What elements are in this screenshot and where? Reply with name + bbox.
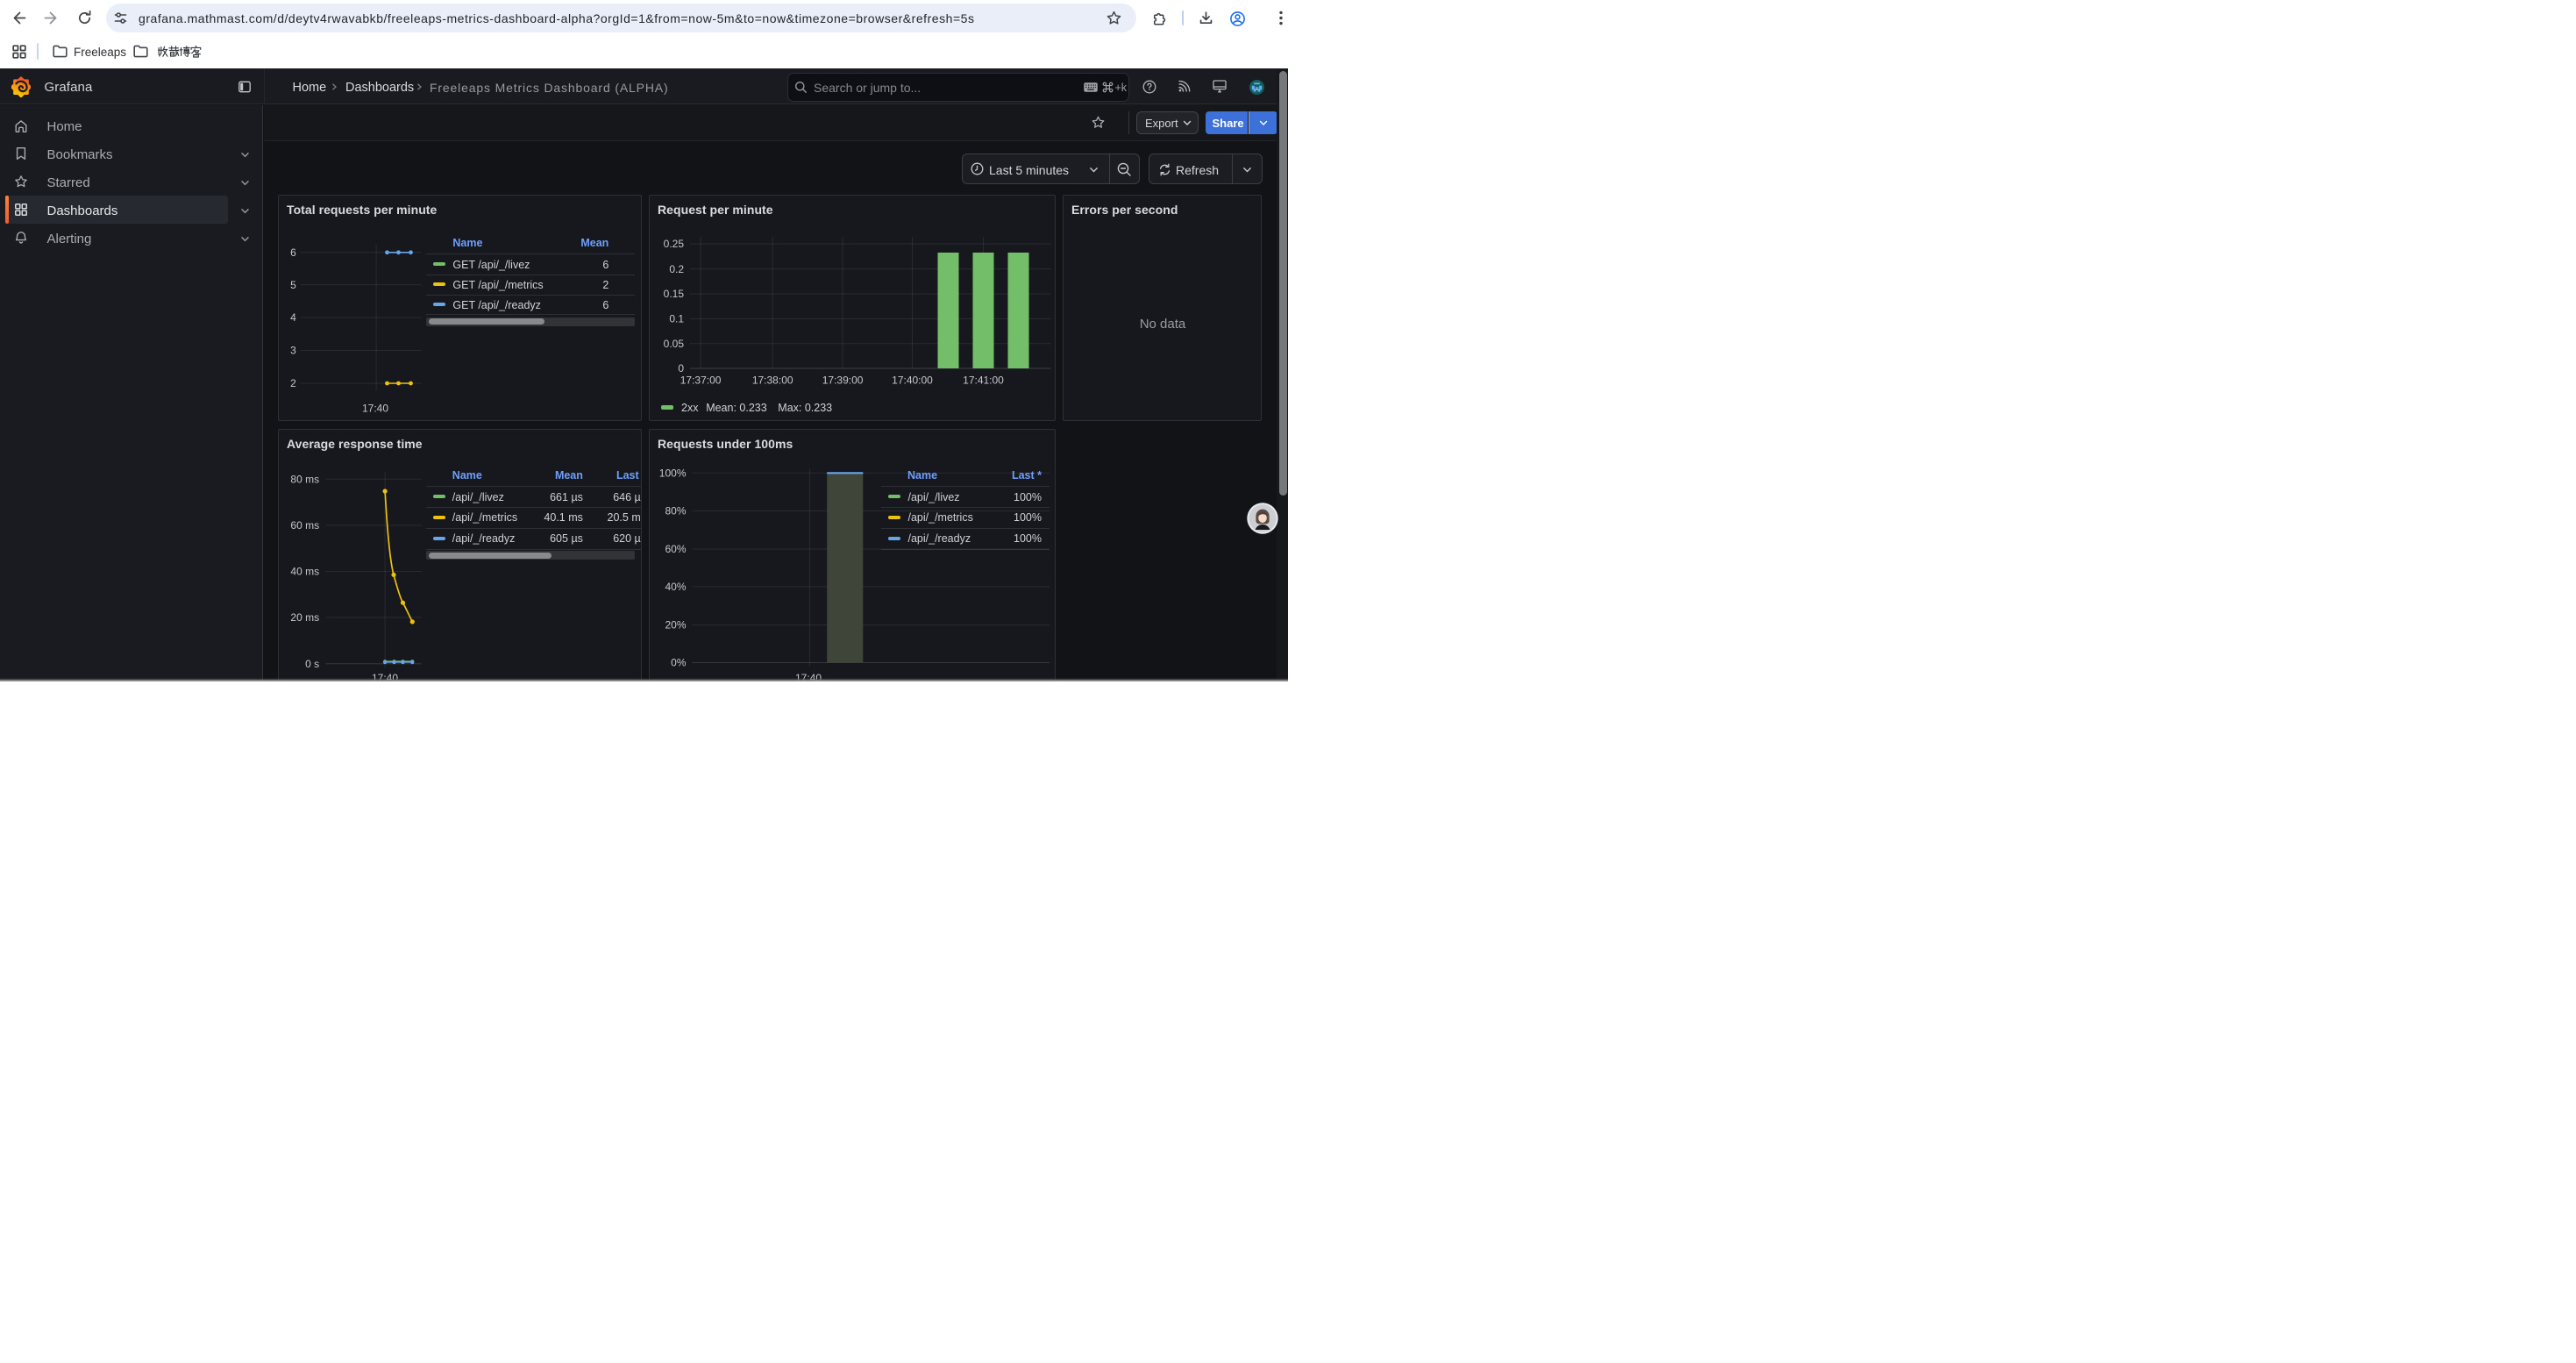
svg-text:80%: 80% [665,504,686,517]
svg-text:20 ms: 20 ms [290,611,319,624]
svg-text:60 ms: 60 ms [290,519,319,532]
svg-text:0.25: 0.25 [663,238,684,250]
svg-text:100%: 100% [658,467,686,479]
svg-text:17:39:00: 17:39:00 [822,375,863,387]
svg-text:80 ms: 80 ms [290,473,319,485]
svg-text:2: 2 [290,377,296,389]
svg-text:20%: 20% [665,618,686,631]
svg-text:40 ms: 40 ms [290,565,319,577]
svg-text:5: 5 [290,279,296,291]
svg-text:0: 0 [678,362,684,375]
svg-text:0.15: 0.15 [663,288,684,300]
svg-text:40%: 40% [665,581,686,593]
svg-text:17:40: 17:40 [794,672,821,682]
svg-text:6: 6 [290,246,296,259]
svg-text:0.2: 0.2 [669,263,684,275]
svg-text:17:38:00: 17:38:00 [751,375,793,387]
svg-text:3: 3 [290,345,296,357]
svg-text:0%: 0% [671,656,687,668]
svg-text:17:41:00: 17:41:00 [963,375,1004,387]
svg-text:17:40: 17:40 [361,403,388,415]
svg-text:0 s: 0 s [305,658,319,670]
svg-text:17:37:00: 17:37:00 [680,375,721,387]
svg-text:17:40:00: 17:40:00 [892,375,933,387]
svg-text:0.1: 0.1 [669,313,684,325]
svg-text:4: 4 [290,311,296,324]
svg-text:17:40: 17:40 [371,672,397,682]
svg-text:0.05: 0.05 [663,338,684,350]
svg-text:60%: 60% [665,543,686,555]
